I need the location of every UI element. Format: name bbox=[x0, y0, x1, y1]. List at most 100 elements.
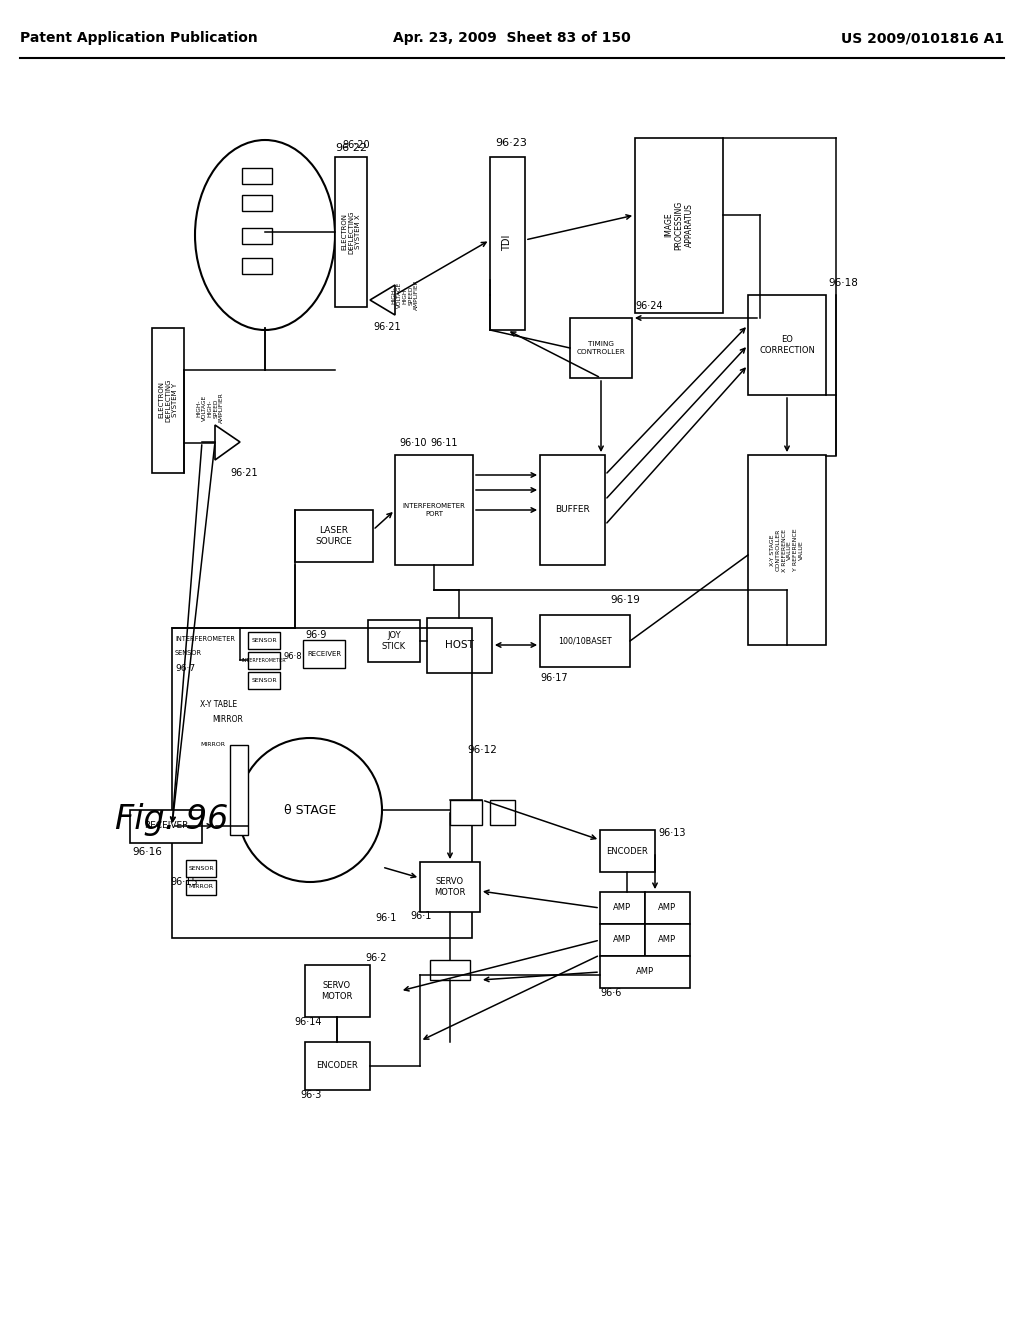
Bar bbox=[490, 800, 515, 825]
Bar bbox=[248, 652, 280, 669]
Bar bbox=[600, 892, 645, 924]
Bar bbox=[248, 672, 280, 689]
Bar bbox=[420, 862, 480, 912]
Bar bbox=[645, 892, 690, 924]
Text: HIGH-
VOLTAGE
HIGH-
SPEED
AMPLIFIER: HIGH- VOLTAGE HIGH- SPEED AMPLIFIER bbox=[196, 392, 224, 424]
Text: JOY
STICK: JOY STICK bbox=[382, 631, 407, 651]
Text: 96·17: 96·17 bbox=[540, 673, 567, 682]
Bar bbox=[600, 830, 655, 873]
Bar bbox=[242, 228, 272, 244]
Text: 96·3: 96·3 bbox=[300, 1090, 322, 1100]
Polygon shape bbox=[370, 285, 395, 315]
Text: MIRROR: MIRROR bbox=[212, 715, 243, 723]
Text: US 2009/0101816 A1: US 2009/0101816 A1 bbox=[841, 30, 1004, 45]
Text: AMP: AMP bbox=[658, 936, 676, 945]
Text: 96·13: 96·13 bbox=[658, 828, 685, 838]
Text: Apr. 23, 2009  Sheet 83 of 150: Apr. 23, 2009 Sheet 83 of 150 bbox=[393, 30, 631, 45]
Text: 96·12: 96·12 bbox=[467, 744, 497, 755]
Text: X-Y TABLE: X-Y TABLE bbox=[200, 700, 238, 709]
Text: LASER
SOURCE: LASER SOURCE bbox=[315, 527, 352, 545]
Text: SERVO
MOTOR: SERVO MOTOR bbox=[434, 878, 466, 896]
Bar bbox=[242, 168, 272, 183]
Text: INTERFEROMETER
PORT: INTERFEROMETER PORT bbox=[402, 503, 466, 516]
Bar bbox=[600, 956, 690, 987]
Text: SENSOR: SENSOR bbox=[251, 677, 276, 682]
Text: SENSOR: SENSOR bbox=[175, 649, 202, 656]
Text: 96·21: 96·21 bbox=[373, 322, 400, 333]
Text: SENSOR: SENSOR bbox=[251, 638, 276, 643]
Bar bbox=[368, 620, 420, 663]
Text: 96·21: 96·21 bbox=[230, 469, 258, 478]
Text: 96·1: 96·1 bbox=[376, 913, 397, 923]
Text: 96·18: 96·18 bbox=[828, 279, 858, 288]
Text: Fig. 96: Fig. 96 bbox=[115, 804, 228, 837]
Text: TIMING
CONTROLLER: TIMING CONTROLLER bbox=[577, 342, 626, 355]
Text: 96·11: 96·11 bbox=[430, 438, 458, 447]
Text: 96·10: 96·10 bbox=[399, 438, 427, 447]
Bar bbox=[242, 195, 272, 211]
Bar bbox=[186, 880, 216, 895]
Text: SERVO
MOTOR: SERVO MOTOR bbox=[322, 981, 352, 1001]
Text: ELECTRON
DEFLECTING
SYSTEM Y: ELECTRON DEFLECTING SYSTEM Y bbox=[158, 379, 178, 422]
Text: 96·2: 96·2 bbox=[365, 953, 386, 964]
Bar bbox=[490, 157, 525, 330]
Bar bbox=[645, 924, 690, 956]
Bar bbox=[248, 632, 280, 649]
Bar bbox=[635, 139, 723, 313]
Bar bbox=[305, 965, 370, 1016]
Circle shape bbox=[238, 738, 382, 882]
Text: ENCODER: ENCODER bbox=[606, 846, 648, 855]
Text: INTERFEROMETER: INTERFEROMETER bbox=[175, 636, 234, 642]
Bar bbox=[540, 455, 605, 565]
Text: 96·24: 96·24 bbox=[635, 301, 663, 312]
Text: MIRROR: MIRROR bbox=[188, 884, 213, 890]
Text: 96·7: 96·7 bbox=[175, 664, 196, 673]
Text: 96·19: 96·19 bbox=[610, 595, 640, 605]
Text: ENCODER: ENCODER bbox=[316, 1061, 357, 1071]
Bar bbox=[540, 615, 630, 667]
Polygon shape bbox=[215, 425, 240, 459]
Bar bbox=[242, 257, 272, 275]
Bar bbox=[427, 618, 492, 673]
Text: 96·1: 96·1 bbox=[410, 911, 431, 921]
Text: 100/10BASET: 100/10BASET bbox=[558, 636, 611, 645]
Text: RECEIVER: RECEIVER bbox=[307, 651, 341, 657]
Text: 96·23: 96·23 bbox=[495, 139, 527, 148]
Text: AMP: AMP bbox=[658, 903, 676, 912]
Text: HOST: HOST bbox=[444, 640, 473, 649]
Bar bbox=[295, 510, 373, 562]
Text: SENSOR: SENSOR bbox=[188, 866, 214, 870]
Text: 96·14: 96·14 bbox=[294, 1016, 322, 1027]
Bar bbox=[748, 294, 826, 395]
Text: 96·8: 96·8 bbox=[283, 652, 302, 661]
Text: INTERFEROMETER: INTERFEROMETER bbox=[242, 657, 287, 663]
Bar bbox=[335, 157, 367, 308]
Bar bbox=[748, 455, 826, 645]
Bar bbox=[230, 744, 248, 836]
Bar bbox=[395, 455, 473, 565]
Bar bbox=[570, 318, 632, 378]
Bar bbox=[450, 800, 482, 825]
Bar bbox=[130, 810, 202, 843]
Ellipse shape bbox=[195, 140, 335, 330]
Text: θ STAGE: θ STAGE bbox=[284, 804, 336, 817]
Text: RECEIVER: RECEIVER bbox=[143, 821, 188, 830]
Text: 96·22: 96·22 bbox=[335, 143, 367, 153]
Bar bbox=[303, 640, 345, 668]
Text: 96·6: 96·6 bbox=[600, 987, 622, 998]
Text: EO
CORRECTION: EO CORRECTION bbox=[759, 335, 815, 355]
Text: BUFFER: BUFFER bbox=[555, 506, 590, 515]
Text: AMP: AMP bbox=[636, 968, 654, 977]
Text: MIRROR: MIRROR bbox=[200, 742, 225, 747]
Text: 96·15: 96·15 bbox=[170, 876, 198, 887]
Text: X-Y STAGE
CONTROLLER
X REFERENCE
VALUE
Y REFERENCE
VALUE: X-Y STAGE CONTROLLER X REFERENCE VALUE Y… bbox=[770, 528, 804, 572]
Bar bbox=[152, 327, 184, 473]
Bar bbox=[305, 1041, 370, 1090]
Text: 96·9: 96·9 bbox=[305, 630, 327, 640]
Bar bbox=[172, 628, 472, 939]
Text: TDI: TDI bbox=[502, 235, 512, 251]
Text: 96·20: 96·20 bbox=[342, 140, 370, 150]
Text: Patent Application Publication: Patent Application Publication bbox=[20, 30, 258, 45]
Text: AMP: AMP bbox=[613, 936, 631, 945]
Text: ELECTRON
DEFLECTING
SYSTEM X: ELECTRON DEFLECTING SYSTEM X bbox=[341, 210, 361, 253]
